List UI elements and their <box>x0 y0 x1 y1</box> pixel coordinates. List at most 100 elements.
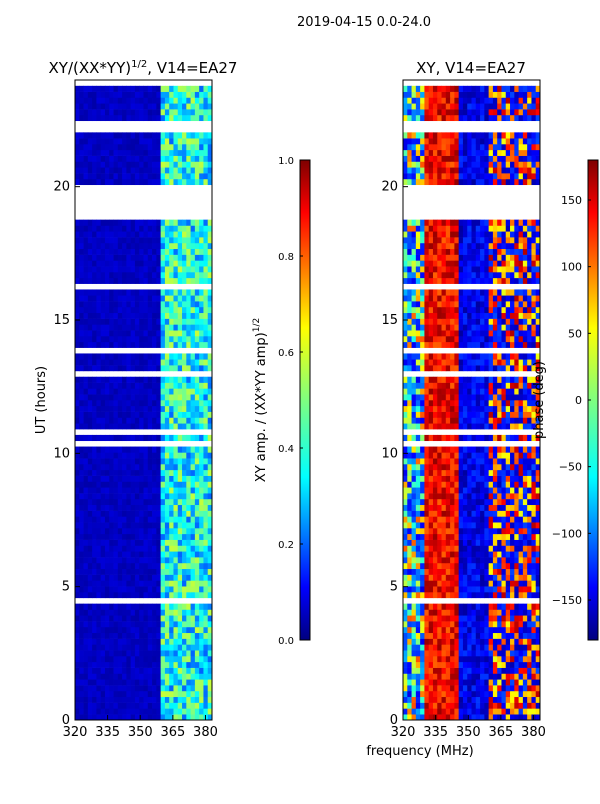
heatmap-cell <box>75 417 80 423</box>
heatmap-cell <box>510 499 515 505</box>
heatmap-cell <box>148 639 153 645</box>
heatmap-cell <box>463 685 468 691</box>
heatmap-cell <box>489 668 494 674</box>
heatmap-cell <box>203 377 208 383</box>
heatmap-cell <box>114 103 119 109</box>
heatmap-cell <box>109 563 114 569</box>
heatmap-cell <box>131 173 136 179</box>
heatmap-cell <box>446 464 451 470</box>
heatmap-cell <box>186 697 191 703</box>
heatmap-cell <box>412 714 417 720</box>
heatmap-cell <box>407 691 412 697</box>
heatmap-cell <box>75 447 80 453</box>
heatmap-cell <box>467 592 472 598</box>
heatmap-cell <box>118 336 123 342</box>
heatmap-cell <box>169 359 174 365</box>
heatmap-cell <box>144 324 149 330</box>
heatmap-cell <box>480 359 485 365</box>
heatmap-cell <box>484 685 489 691</box>
heatmap-cell <box>442 639 447 645</box>
heatmap-cell <box>182 685 187 691</box>
heatmap-cell <box>437 621 442 627</box>
heatmap-cell <box>118 388 123 394</box>
heatmap-cell <box>420 691 425 697</box>
heatmap-cell <box>96 179 101 185</box>
heatmap-cell <box>148 278 153 284</box>
heatmap-cell <box>79 673 84 679</box>
heatmap-cell <box>182 289 187 295</box>
heatmap-cell <box>454 464 459 470</box>
heatmap-cell <box>459 551 464 557</box>
heatmap-cell <box>101 516 106 522</box>
heatmap-cell <box>493 481 498 487</box>
heatmap-cell <box>510 417 515 423</box>
heatmap-cell <box>135 662 140 668</box>
heatmap-cell <box>484 540 489 546</box>
heatmap-cell <box>161 92 166 98</box>
heatmap-cell <box>203 260 208 266</box>
heatmap-cell <box>173 476 178 482</box>
heatmap-cell <box>101 173 106 179</box>
heatmap-cell <box>459 476 464 482</box>
heatmap-cell <box>165 359 170 365</box>
colorbar-tick-label: 1.0 <box>278 156 294 167</box>
heatmap-cell <box>199 144 204 150</box>
heatmap-cell <box>169 86 174 92</box>
heatmap-cell <box>203 668 208 674</box>
heatmap-cell <box>493 586 498 592</box>
heatmap-cell <box>424 447 429 453</box>
heatmap-cell <box>407 673 412 679</box>
heatmap-cell <box>131 586 136 592</box>
heatmap-cell <box>144 499 149 505</box>
heatmap-cell <box>186 336 191 342</box>
heatmap-cell <box>510 359 515 365</box>
heatmap-cell <box>191 487 196 493</box>
heatmap-cell <box>203 167 208 173</box>
heatmap-cell <box>173 668 178 674</box>
heatmap-cell <box>501 650 506 656</box>
heatmap-cell <box>484 516 489 522</box>
heatmap-cell <box>523 400 528 406</box>
heatmap-cell <box>79 557 84 563</box>
heatmap-cell <box>131 435 136 441</box>
heatmap-cell <box>126 115 131 121</box>
heatmap-cell <box>203 575 208 581</box>
heatmap-cell <box>165 662 170 668</box>
heatmap-cell <box>203 220 208 226</box>
heatmap-cell <box>199 394 204 400</box>
heatmap-cell <box>84 703 89 709</box>
heatmap-cell <box>501 615 506 621</box>
heatmap-cell <box>156 615 161 621</box>
heatmap-cell <box>203 255 208 261</box>
heatmap-cell <box>467 575 472 581</box>
heatmap-cell <box>489 493 494 499</box>
heatmap-cell <box>144 272 149 278</box>
heatmap-cell <box>459 359 464 365</box>
heatmap-cell <box>484 377 489 383</box>
heatmap-cell <box>122 656 127 662</box>
heatmap-cell <box>96 324 101 330</box>
heatmap-cell <box>105 470 110 476</box>
heatmap-cell <box>139 412 144 418</box>
heatmap-cell <box>92 569 97 575</box>
heatmap-cell <box>467 464 472 470</box>
heatmap-cell <box>131 255 136 261</box>
heatmap-cell <box>79 604 84 610</box>
heatmap-cell <box>92 406 97 412</box>
heatmap-cell <box>506 609 511 615</box>
heatmap-cell <box>493 633 498 639</box>
heatmap-cell <box>178 412 183 418</box>
heatmap-cell <box>79 511 84 517</box>
heatmap-cell <box>433 633 438 639</box>
heatmap-cell <box>472 668 477 674</box>
heatmap-cell <box>109 668 114 674</box>
heatmap-cell <box>135 511 140 517</box>
heatmap-cell <box>489 499 494 505</box>
heatmap-cell <box>459 639 464 645</box>
heatmap-cell <box>416 481 421 487</box>
heatmap-cell <box>433 388 438 394</box>
heatmap-cell <box>463 499 468 505</box>
heatmap-cell <box>527 569 532 575</box>
heatmap-cell <box>139 557 144 563</box>
heatmap-cell <box>139 679 144 685</box>
